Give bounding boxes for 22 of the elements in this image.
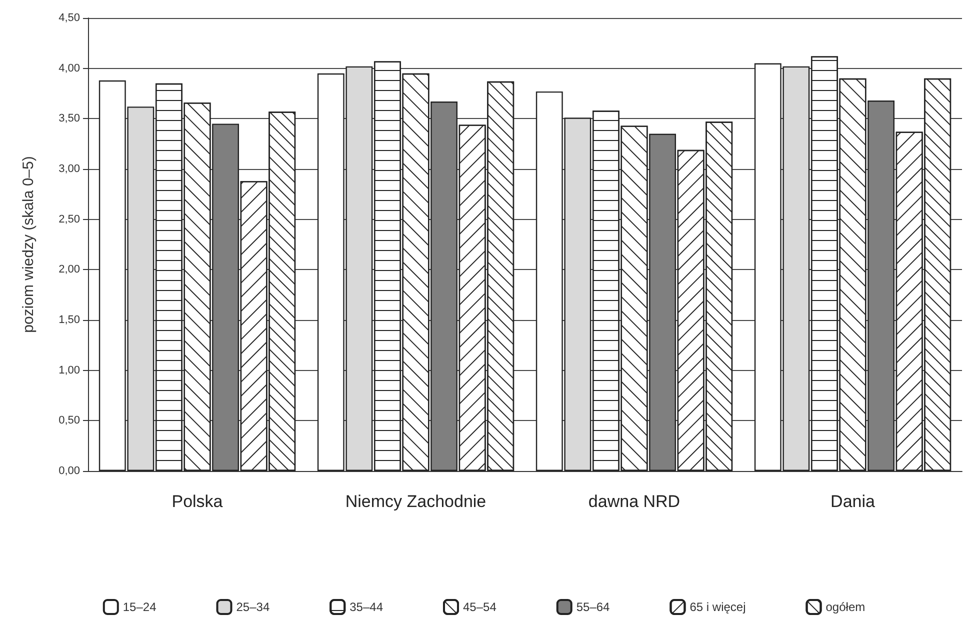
y-tick-label: 1,00 [58, 364, 80, 376]
legend-label: ogółem [826, 600, 866, 614]
legend-label: 45–54 [462, 600, 497, 614]
legend-label: 25–34 [236, 600, 270, 614]
x-tick-label: dawna NRD [588, 492, 680, 511]
y-tick-label: 3,50 [58, 112, 80, 125]
legend-label: 55–64 [576, 600, 610, 614]
y-tick-label: 4,00 [58, 62, 80, 74]
y-tick-label: 1,50 [58, 314, 80, 326]
y-tick-label: 4,50 [58, 12, 80, 24]
y-tick-label: 2,50 [58, 213, 80, 226]
y-tick-label: 3,00 [58, 163, 80, 175]
x-tick-label: Niemcy Zachodnie [345, 492, 486, 511]
x-tick-label: Polska [172, 492, 224, 511]
legend-label: 65 i więcej [690, 600, 746, 614]
y-tick-label: 0,50 [58, 414, 80, 427]
legend-label: 35–44 [350, 600, 384, 614]
x-tick-label: Dania [830, 492, 876, 511]
y-tick-label: 0,00 [58, 465, 80, 477]
legend-label: 15–24 [122, 600, 157, 614]
y-axis-title: poziom wiedzy (skala 0–5) [20, 156, 37, 333]
y-tick-label: 2,00 [58, 264, 80, 276]
